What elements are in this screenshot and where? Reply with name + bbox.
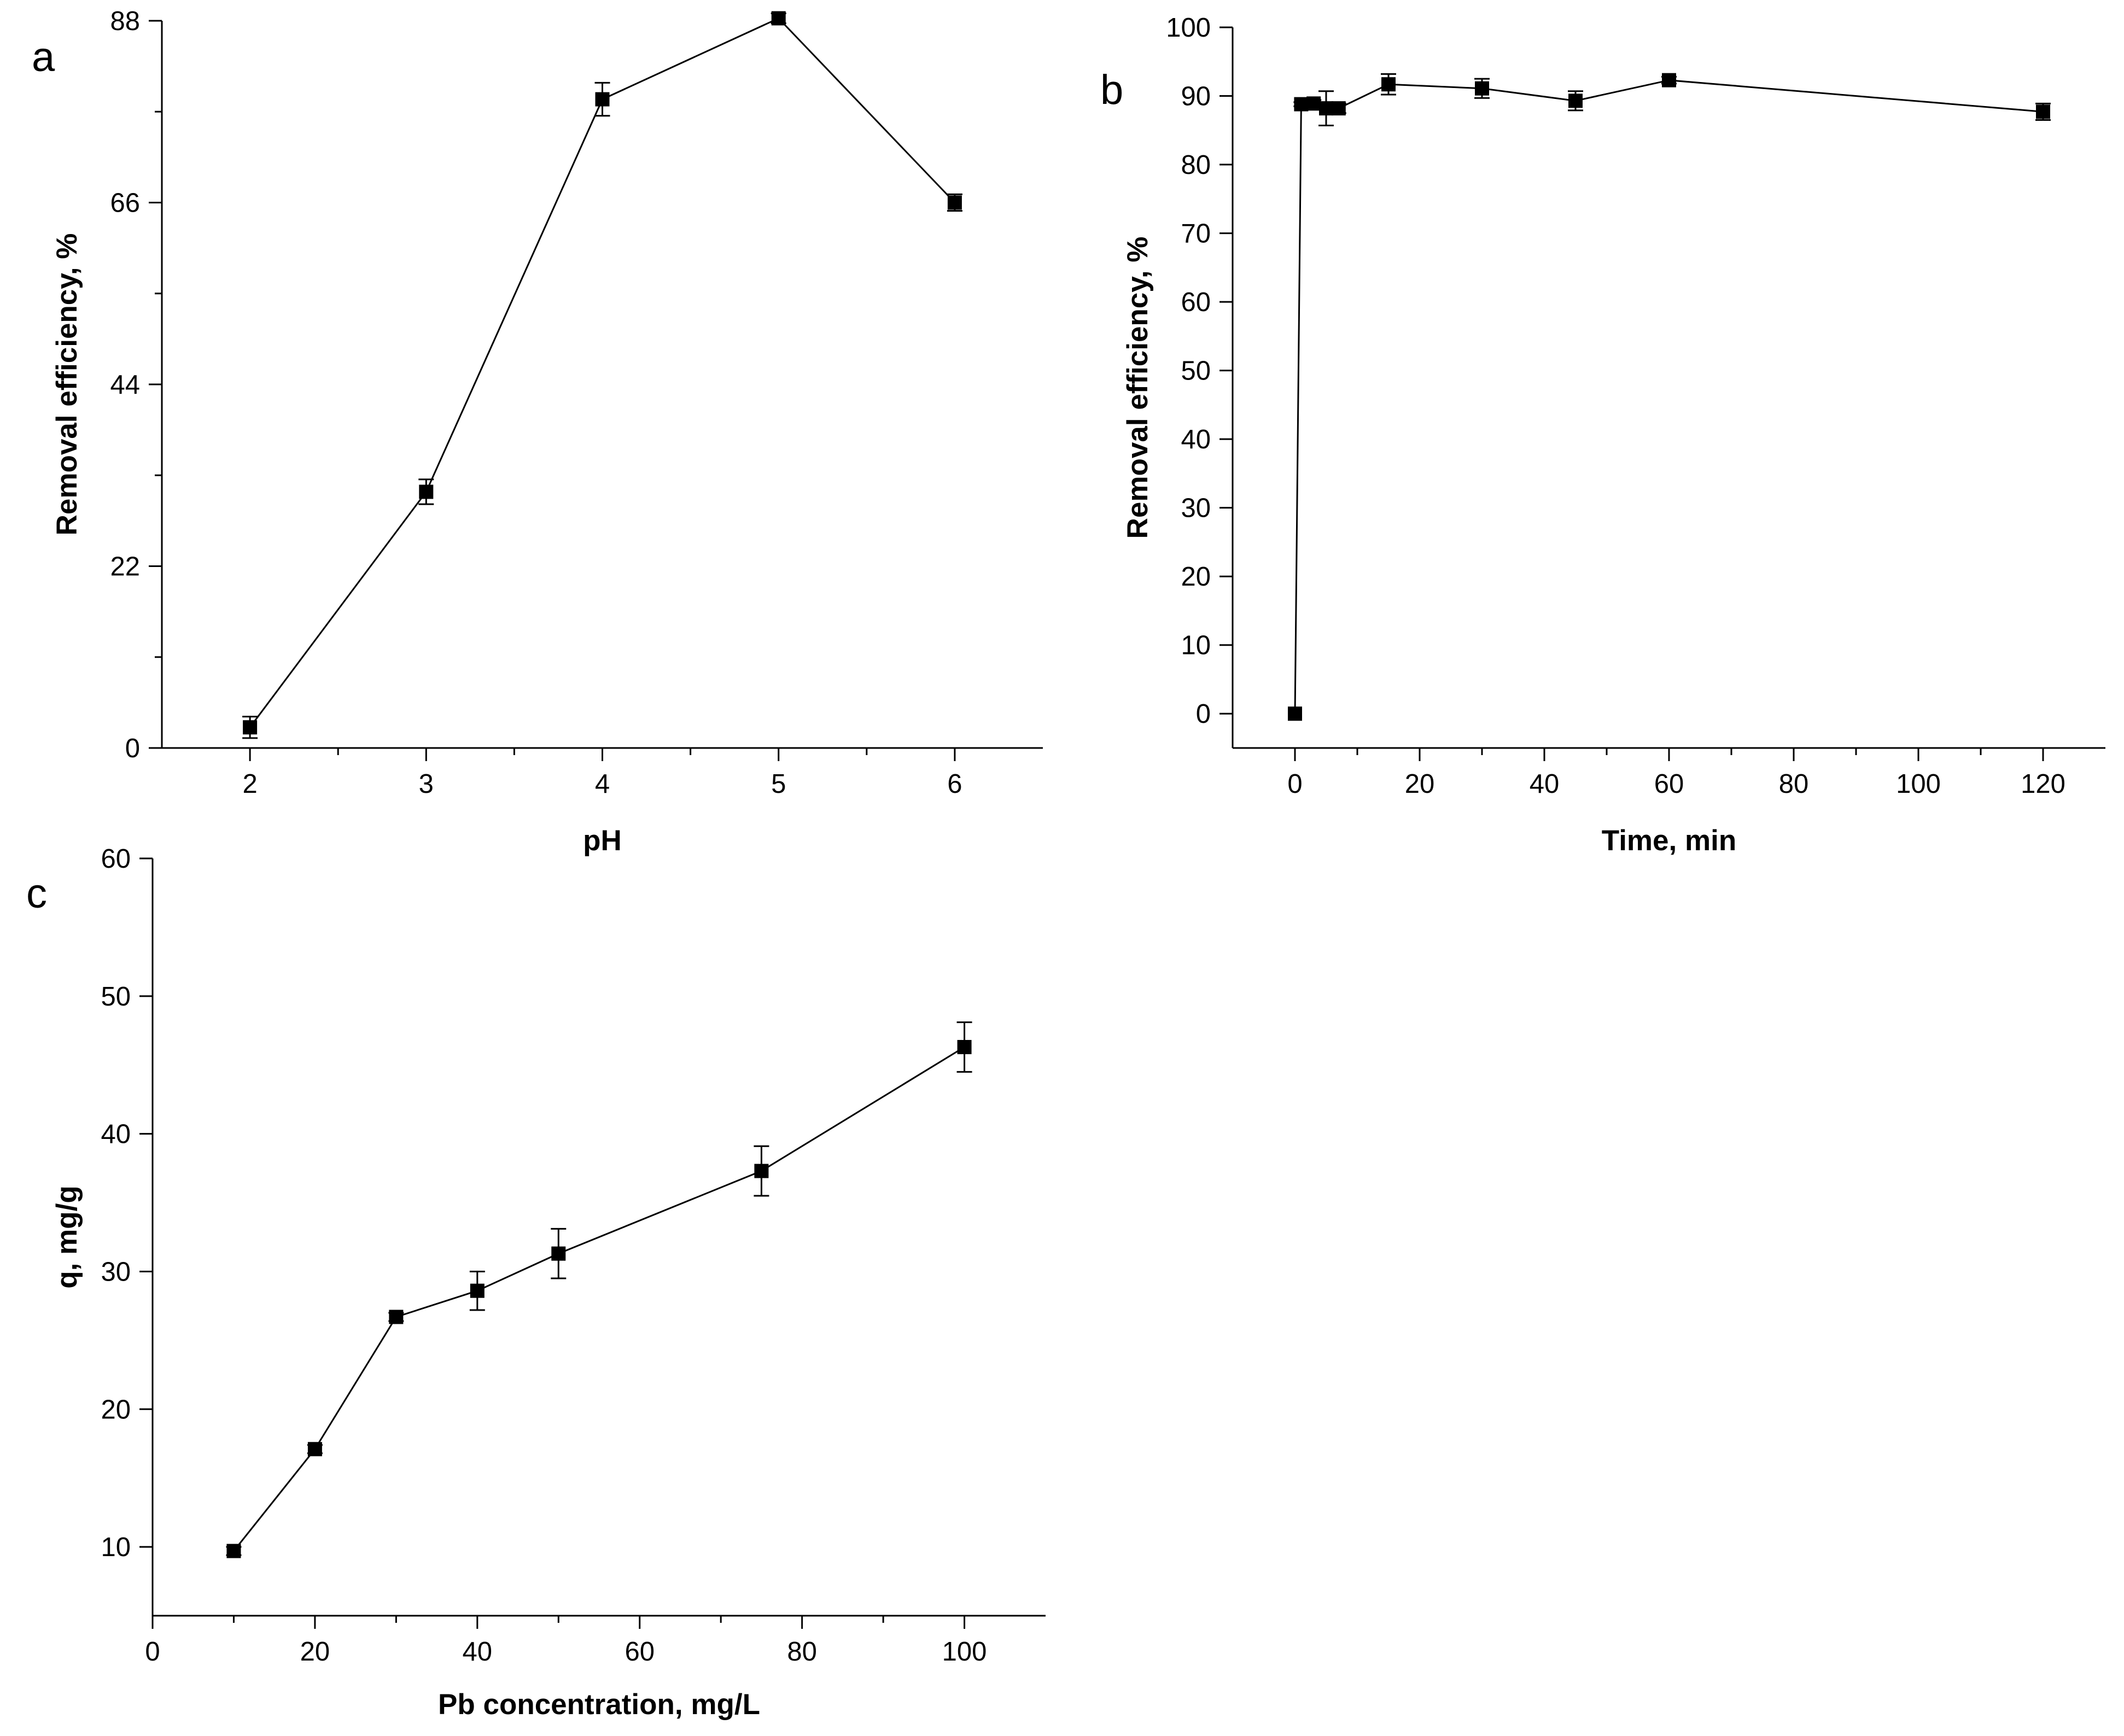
data-point: [1568, 93, 1583, 108]
y-tick-label: 88: [110, 7, 140, 36]
chart-panel-a: a 2 3 4 5 6 0 22 44 66 88 pH Removal efficiency, %: [32, 7, 1043, 857]
x-tick-label: 3: [419, 769, 434, 799]
x-tick-label: 80: [787, 1637, 817, 1667]
x-tick-label: 120: [2021, 769, 2065, 799]
data-point: [1288, 706, 1302, 721]
x-tick-label: 0: [1287, 769, 1302, 799]
data-point: [595, 92, 610, 107]
x-tick-label: 100: [942, 1637, 987, 1667]
data-point: [243, 720, 258, 735]
x-tick-label: 0: [145, 1637, 160, 1667]
panel-letter: b: [1100, 67, 1123, 113]
data-point: [470, 1283, 485, 1298]
x-tick-label: 60: [625, 1637, 655, 1667]
x-tick-label: 6: [947, 769, 962, 799]
x-tick-label: 20: [300, 1637, 330, 1667]
y-tick-label: 0: [125, 734, 140, 763]
y-tick-label: 50: [101, 982, 131, 1012]
y-tick-label: 30: [1181, 494, 1211, 523]
y-axis-title: Removal efficiency, %: [51, 233, 83, 536]
y-tick-label: 50: [1181, 356, 1211, 386]
y-tick-label: 10: [101, 1533, 131, 1562]
x-tick-label: 80: [1779, 769, 1809, 799]
data-point: [754, 1164, 769, 1178]
y-tick-label: 60: [101, 844, 131, 874]
data-point: [1662, 73, 1676, 87]
y-tick-label: 100: [1166, 13, 1211, 43]
panel-letter: a: [32, 34, 55, 80]
x-axis-title: pH: [583, 825, 622, 857]
x-tick-label: 40: [463, 1637, 493, 1667]
panel-letter: c: [26, 870, 47, 917]
x-tick-label: 5: [771, 769, 786, 799]
x-tick-label: 2: [242, 769, 257, 799]
y-tick-label: 10: [1181, 631, 1211, 661]
y-axis-title: Removal efficiency, %: [1122, 237, 1154, 539]
data-point: [226, 1544, 241, 1558]
y-tick-label: 20: [101, 1395, 131, 1424]
data-point: [957, 1039, 972, 1054]
y-tick-label: 44: [110, 370, 140, 400]
x-tick-label: 100: [1896, 769, 1941, 799]
y-tick-label: 40: [1181, 425, 1211, 454]
y-tick-label: 60: [1181, 288, 1211, 317]
series-line: [233, 1046, 965, 1552]
data-point: [1381, 77, 1396, 92]
x-axis-title: Time, min: [1602, 825, 1736, 857]
y-tick-label: 90: [1181, 82, 1211, 112]
x-tick-label: 20: [1405, 769, 1435, 799]
y-tick-label: 40: [101, 1120, 131, 1149]
chart-panel-b: b 0 20 40 60 80 100 120 0 10 20 30 40 50 60 70 80 90 100 Ti…: [1100, 13, 2105, 857]
series-line: [249, 17, 955, 728]
data-point: [1319, 101, 1333, 116]
x-tick-label: 60: [1654, 769, 1684, 799]
data-point: [307, 1442, 322, 1457]
data-point: [771, 11, 786, 26]
y-tick-label: 30: [101, 1257, 131, 1287]
data-point: [1331, 101, 1346, 116]
data-point: [1475, 81, 1489, 96]
y-tick-label: 20: [1181, 562, 1211, 592]
data-point: [1306, 96, 1321, 111]
y-tick-label: 22: [110, 552, 140, 582]
data-point: [419, 484, 434, 499]
y-tick-label: 66: [110, 189, 140, 218]
x-tick-label: 4: [595, 769, 610, 799]
data-point: [1294, 97, 1309, 112]
x-axis-title: Pb concentration, mg/L: [438, 1688, 760, 1721]
x-tick-label: 40: [1530, 769, 1560, 799]
data-point: [551, 1246, 566, 1261]
data-point: [2036, 104, 2050, 119]
series-line: [1294, 79, 2044, 714]
chart-panel-c: c 0 20 40 60 80 100 10 20 30 40 50 60 Pb concentratio…: [26, 844, 1046, 1721]
y-tick-label: 70: [1181, 219, 1211, 249]
data-point: [947, 195, 962, 210]
y-tick-label: 0: [1196, 699, 1211, 729]
y-axis-title: q, mg/g: [51, 1185, 83, 1288]
y-tick-label: 80: [1181, 150, 1211, 180]
data-point: [389, 1310, 404, 1324]
